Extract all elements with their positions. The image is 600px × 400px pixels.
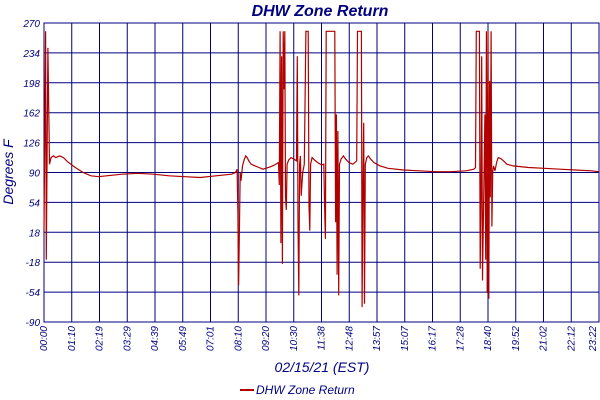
x-tick-label: 18:40 [483, 326, 494, 351]
x-tick-label: 17:28 [455, 326, 466, 351]
y-tick-label: -18 [26, 258, 41, 269]
y-tick-label: -90 [26, 318, 41, 329]
x-tick-label: 19:52 [511, 326, 522, 351]
x-tick-label: 08:10 [233, 326, 244, 351]
y-tick-label: 198 [23, 79, 40, 90]
x-tick-label: 15:07 [400, 326, 411, 351]
series-line [43, 30, 600, 308]
x-tick-labels: 00:00 01:10 02:19 03:29 04:39 05:49 07:01 08:10… [39, 326, 599, 352]
legend-label: DHW Zone Return [256, 383, 355, 397]
y-tick-label: 54 [29, 198, 41, 209]
x-tick-label: 01:10 [67, 326, 78, 351]
y-tick-label: 270 [22, 19, 40, 30]
x-tick-label: 13:57 [372, 326, 383, 351]
chart-title: DHW Zone Return [252, 3, 389, 20]
y-tick-label: 126 [23, 139, 40, 150]
x-tick-label: 22:12 [566, 326, 577, 352]
x-tick-label: 12:48 [344, 326, 355, 351]
legend: DHW Zone Return [240, 383, 355, 397]
series-group [43, 30, 600, 308]
x-tick-label: 07:01 [206, 326, 217, 351]
x-tick-label: 10:30 [289, 326, 300, 351]
y-tick-label: 234 [22, 49, 40, 60]
y-axis-label: Degrees F [0, 138, 16, 205]
y-tick-label: 18 [29, 228, 41, 239]
x-tick-label: 04:39 [150, 326, 161, 351]
x-tick-label: 02:19 [95, 326, 106, 351]
x-tick-label: 21:02 [539, 326, 550, 352]
x-tick-label: 16:17 [428, 326, 439, 351]
x-tick-label: 03:29 [122, 326, 133, 351]
y-tick-label: 90 [29, 169, 41, 180]
x-tick-label: 09:20 [261, 326, 272, 351]
x-tick-label: 11:38 [317, 326, 328, 351]
x-tick-label: 05:49 [178, 326, 189, 351]
x-tick-label: 23:22 [588, 326, 599, 352]
y-tick-label: -54 [26, 288, 41, 299]
y-tick-label: 162 [23, 109, 40, 120]
grid [43, 22, 600, 323]
x-tick-label: 00:00 [39, 326, 50, 351]
x-axis-label: 02/15/21 (EST) [275, 359, 370, 375]
y-tick-labels: 270 234 198 162 126 90 54 18 -18 -54 -90 [22, 19, 40, 329]
